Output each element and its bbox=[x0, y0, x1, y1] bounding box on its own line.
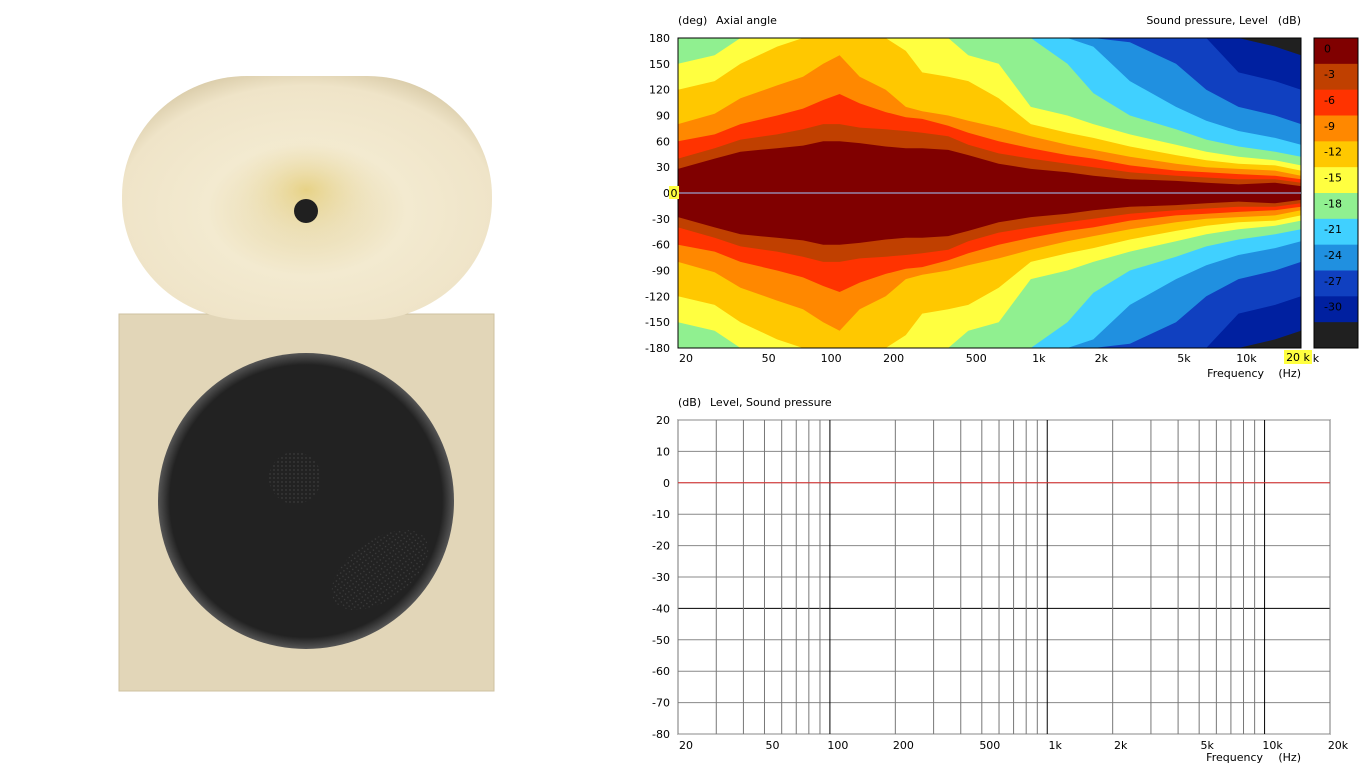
angle-marker-label: 0 bbox=[671, 187, 678, 200]
colorbar-unit: (dB) bbox=[1278, 14, 1301, 27]
heatmap-y-tick-label: 60 bbox=[656, 135, 670, 148]
colorbar-tick-label: -18 bbox=[1324, 197, 1342, 210]
colorbar-swatch bbox=[1314, 244, 1358, 271]
heatmap-y-tick-label: -90 bbox=[652, 265, 670, 278]
heatmap-x-tick-label: 5k bbox=[1177, 352, 1191, 365]
heatmap-y-tick-label: 180 bbox=[649, 32, 670, 45]
colorbar-tick-label: -3 bbox=[1324, 68, 1335, 81]
colorbar-swatch bbox=[1314, 296, 1358, 323]
response-y-tick-label: -20 bbox=[652, 540, 670, 553]
response-y-tick-label: 10 bbox=[656, 445, 670, 458]
heatmap-y-tick-label: 0 bbox=[663, 187, 670, 200]
response-x-tick-label: 2k bbox=[1114, 739, 1128, 752]
heatmap-y-ticks: 180 150 120 90 60 30 0 -30 -60 -90 -120 -150 -180 bbox=[645, 32, 670, 355]
colorbar-swatch bbox=[1314, 218, 1358, 246]
directivity-chart: (deg) Axial angle Sound pressure, Level … bbox=[620, 0, 1366, 384]
horn-throat bbox=[294, 199, 318, 223]
colorbar-swatch bbox=[1314, 193, 1358, 220]
woofer-dustcap bbox=[269, 452, 321, 504]
colorbar: 0 -3 -6 -9 -12 -15 -18 -21 -24 -27 -30 bbox=[1313, 37, 1359, 349]
angle-marker bbox=[669, 186, 679, 199]
response-x-tick-label: 100 bbox=[827, 739, 848, 752]
response-y-tick-label: -10 bbox=[652, 508, 670, 521]
response-x-tick-label: 5k bbox=[1200, 739, 1214, 752]
colorbar-tick-label: -21 bbox=[1324, 223, 1342, 236]
colorbar-swatch bbox=[1314, 141, 1358, 168]
heatmap-y-tick-label: -30 bbox=[652, 213, 670, 226]
colorbar-title: Sound pressure, Level bbox=[1146, 14, 1268, 27]
heatmap-x-unit: (Hz) bbox=[1278, 367, 1301, 380]
colorbar-swatch bbox=[1314, 322, 1358, 349]
heatmap-x-tick-label: 200 bbox=[883, 352, 904, 365]
frequency-response-chart: (dB) Level, Sound pressure 20 10 0 -10 -20 -3… bbox=[620, 384, 1366, 768]
heatmap-x-tick-label: 1k bbox=[1032, 352, 1046, 365]
heatmap-y-tick-label: -60 bbox=[652, 239, 670, 252]
colorbar-swatch bbox=[1314, 270, 1358, 297]
heatmap-y-title: Axial angle bbox=[716, 14, 777, 27]
colorbar-tick-label: -12 bbox=[1324, 146, 1342, 159]
frequency-response-svg: (dB) Level, Sound pressure 20100-10-20-3… bbox=[652, 396, 1349, 764]
heatmap-y-tick-label: 120 bbox=[649, 84, 670, 97]
heatmap-y-unit: (deg) bbox=[678, 14, 707, 27]
heatmap-x-title: Frequency bbox=[1207, 367, 1264, 380]
response-x-tick-label: 20k bbox=[1328, 739, 1349, 752]
speaker-render-panel bbox=[0, 0, 620, 768]
colorbar-swatch bbox=[1314, 63, 1358, 91]
response-x-unit: (Hz) bbox=[1278, 751, 1301, 764]
heatmap-markers: 0 20 k bbox=[669, 186, 1312, 364]
colorbar-swatch bbox=[1314, 167, 1358, 194]
woofer-highlight bbox=[331, 530, 429, 610]
heatmap-y-tick-label: -180 bbox=[645, 342, 670, 355]
response-x-tick-label: 500 bbox=[979, 739, 1000, 752]
heatmap-x-tick-label: 500 bbox=[966, 352, 987, 365]
response-y-tick-label: -30 bbox=[652, 571, 670, 584]
heatmap-y-tick-label: 90 bbox=[656, 110, 670, 123]
heatmap-plot-area bbox=[677, 37, 1302, 349]
colorbar-tick-label: -15 bbox=[1324, 172, 1342, 185]
heatmap-x-tick-label: 50 bbox=[762, 352, 776, 365]
colorbar-tick-label: -30 bbox=[1324, 301, 1342, 314]
response-y-tick-label: -50 bbox=[652, 634, 670, 647]
colorbar-tick-label: -6 bbox=[1324, 94, 1335, 107]
heatmap-x-tick-label: 100 bbox=[821, 352, 842, 365]
response-x-tick-label: 1k bbox=[1049, 739, 1063, 752]
response-y-ticks: 20 10 0 -10 -20 -30 -40 -50 -60 -70 -80 bbox=[652, 414, 670, 741]
response-x-ticks: 20 50 100 200 500 1k 2k 5k 10k 20k bbox=[679, 739, 1349, 752]
speaker-illustration bbox=[118, 76, 495, 692]
colorbar-tick-label: -9 bbox=[1324, 120, 1335, 133]
heatmap-y-tick-label: 150 bbox=[649, 58, 670, 71]
horn-throat-shading bbox=[226, 135, 386, 245]
colorbar-tick-label: -24 bbox=[1324, 249, 1342, 262]
heatmap-y-tick-label: -150 bbox=[645, 316, 670, 329]
freq-marker-label: 20 k bbox=[1286, 351, 1310, 364]
response-x-tick-label: 10k bbox=[1262, 739, 1283, 752]
response-y-tick-label: -80 bbox=[652, 728, 670, 741]
colorbar-swatch bbox=[1314, 89, 1358, 116]
heatmap-x-tick-label: 10k bbox=[1236, 352, 1257, 365]
response-x-tick-label: 20 bbox=[679, 739, 693, 752]
heatmap-y-tick-label: 30 bbox=[656, 161, 670, 174]
directivity-heatmap-svg: (deg) Axial angle Sound pressure, Level … bbox=[645, 14, 1359, 380]
response-y-tick-label: -40 bbox=[652, 602, 670, 615]
response-y-title: Level, Sound pressure bbox=[710, 396, 832, 409]
colorbar-frame bbox=[1313, 37, 1359, 349]
response-y-tick-label: 0 bbox=[663, 477, 670, 490]
colorbar-swatch bbox=[1314, 38, 1358, 65]
response-y-tick-label: -70 bbox=[652, 697, 670, 710]
colorbar-tick-label: 0 bbox=[1324, 42, 1331, 55]
heatmap-y-tick-label: -120 bbox=[645, 290, 670, 303]
colorbar-tick-label: -27 bbox=[1324, 275, 1342, 288]
response-grid bbox=[677, 419, 1331, 735]
heatmap-x-tick-label: 2k bbox=[1095, 352, 1109, 365]
response-x-tick-label: 50 bbox=[765, 739, 779, 752]
response-x-title: Frequency bbox=[1206, 751, 1263, 764]
freq-marker bbox=[1284, 350, 1312, 364]
response-y-unit: (dB) bbox=[678, 396, 701, 409]
colorbar-swatch bbox=[1314, 115, 1358, 142]
heatmap-x-tick-label: 20 bbox=[679, 352, 693, 365]
response-x-tick-label: 200 bbox=[893, 739, 914, 752]
response-y-tick-label: 20 bbox=[656, 414, 670, 427]
response-y-tick-label: -60 bbox=[652, 665, 670, 678]
